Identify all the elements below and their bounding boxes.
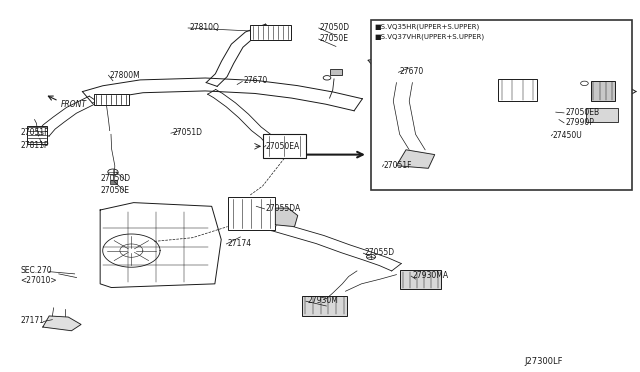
Polygon shape	[43, 316, 81, 331]
Text: 27055DA: 27055DA	[266, 203, 301, 213]
Text: 27050EA: 27050EA	[266, 142, 300, 151]
Bar	[591, 81, 615, 101]
Text: 27051F: 27051F	[384, 161, 412, 170]
Text: 27990P: 27990P	[565, 118, 594, 126]
Text: 27050D: 27050D	[320, 23, 350, 32]
Polygon shape	[207, 90, 279, 147]
Polygon shape	[272, 222, 401, 271]
Text: 27800M: 27800M	[109, 71, 140, 80]
Bar	[371, 20, 632, 190]
Bar	[27, 126, 47, 144]
Text: J27300LF: J27300LF	[524, 357, 563, 366]
Bar	[302, 296, 347, 316]
Polygon shape	[275, 208, 298, 227]
Polygon shape	[206, 24, 273, 86]
Text: 27670: 27670	[399, 67, 424, 76]
Polygon shape	[368, 45, 636, 103]
Bar	[330, 68, 342, 75]
Text: 27174: 27174	[228, 239, 252, 248]
Text: 27811P: 27811P	[20, 141, 49, 150]
Text: 27930MA: 27930MA	[412, 271, 449, 280]
Polygon shape	[100, 203, 221, 288]
Text: SEC.270: SEC.270	[20, 266, 52, 275]
Text: 27450U: 27450U	[552, 131, 582, 140]
Text: 27930M: 27930M	[307, 296, 338, 305]
Text: 27670: 27670	[244, 76, 268, 85]
Text: 27050D: 27050D	[100, 174, 131, 183]
Text: 27050EB: 27050EB	[565, 108, 600, 117]
Bar	[109, 180, 117, 184]
Text: 27050E: 27050E	[100, 186, 129, 195]
Text: 27055D: 27055D	[365, 248, 395, 257]
Bar	[586, 108, 618, 122]
Text: 27810Q: 27810Q	[189, 23, 220, 32]
Bar	[262, 134, 306, 158]
Text: ■S.VQ35HR(UPPER+S.UPPER): ■S.VQ35HR(UPPER+S.UPPER)	[374, 24, 479, 31]
Text: 27051D: 27051D	[172, 128, 202, 137]
Bar	[399, 270, 441, 289]
Bar	[250, 25, 291, 40]
Bar	[228, 197, 275, 230]
Text: 27050E: 27050E	[320, 34, 349, 43]
Text: FRONT: FRONT	[61, 100, 86, 109]
Text: 27051F: 27051F	[20, 128, 49, 137]
Polygon shape	[396, 150, 435, 168]
Polygon shape	[36, 96, 99, 136]
Text: ■S.VQ37VHR(UPPER+S.UPPER): ■S.VQ37VHR(UPPER+S.UPPER)	[374, 33, 484, 40]
Bar	[94, 94, 129, 105]
Bar	[499, 79, 537, 101]
Polygon shape	[83, 78, 362, 111]
Text: 27171: 27171	[20, 316, 45, 325]
Text: <27010>: <27010>	[20, 276, 57, 285]
